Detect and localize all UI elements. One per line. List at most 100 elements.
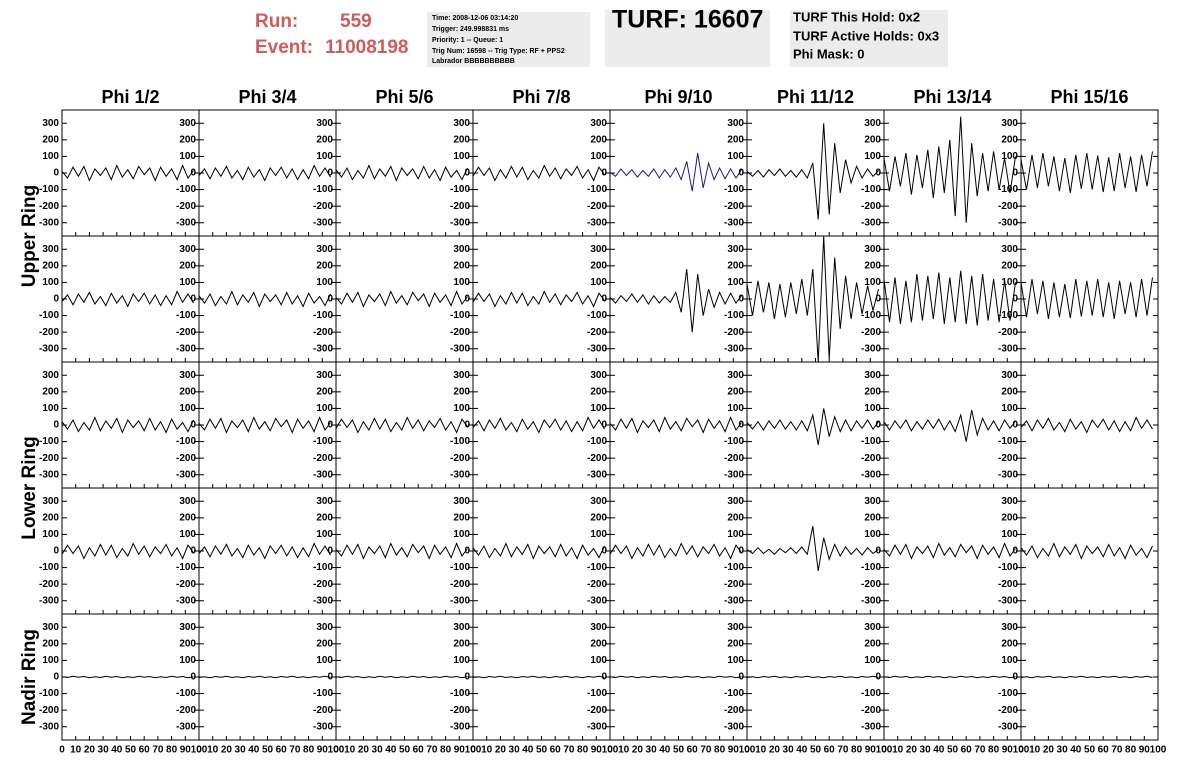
y-tick-label: 0	[875, 546, 881, 557]
x-tick-label: 50	[399, 745, 411, 756]
waveform	[198, 542, 331, 560]
turf-info: Phi Mask: 0	[793, 46, 865, 61]
column-header: Phi 1/2	[101, 87, 159, 107]
y-tick-label: -200	[998, 327, 1018, 338]
y-tick-label: 100	[316, 529, 333, 540]
y-tick-label: 200	[1001, 512, 1018, 523]
y-tick-label: 200	[179, 260, 196, 271]
y-tick-label: -200	[724, 327, 744, 338]
y-tick-label: 0	[464, 420, 470, 431]
y-tick-label: 0	[327, 168, 333, 179]
waveform	[61, 675, 194, 679]
y-tick-label: -100	[861, 562, 881, 573]
y-tick-label: -200	[724, 579, 744, 590]
y-tick-label: 300	[864, 622, 881, 633]
y-tick-label: -100	[587, 310, 607, 321]
y-tick-label: -300	[176, 721, 196, 732]
y-tick-label: -200	[861, 201, 881, 212]
y-tick-label: -100	[587, 688, 607, 699]
x-tick-label: 100	[1150, 745, 1167, 756]
turf-info: TURF Active Holds: 0x3	[793, 28, 939, 43]
y-tick-label: -300	[724, 217, 744, 228]
y-tick-label: 0	[875, 672, 881, 683]
x-tick-label: 80	[851, 745, 863, 756]
y-tick-label: 100	[453, 655, 470, 666]
y-tick-label: 200	[590, 134, 607, 145]
y-tick-label: -300	[587, 721, 607, 732]
y-tick-label: 0	[327, 546, 333, 557]
x-tick-label: 60	[1098, 745, 1110, 756]
x-tick-label: 30	[509, 745, 521, 756]
y-tick-label: -300	[313, 469, 333, 480]
x-tick-label: 10	[618, 745, 630, 756]
info-line: Trigger: 249.998831 ms	[432, 26, 509, 33]
waveform	[883, 675, 1016, 679]
y-tick-label: 200	[864, 134, 881, 145]
y-tick-label: 200	[1001, 260, 1018, 271]
y-tick-label: 0	[464, 168, 470, 179]
y-tick-label: 300	[316, 244, 333, 255]
y-tick-label: 200	[453, 512, 470, 523]
y-tick-label: 0	[53, 672, 59, 683]
y-tick-label: 100	[179, 277, 196, 288]
y-tick-label: 0	[1012, 546, 1018, 557]
x-tick-label: 10	[207, 745, 219, 756]
x-tick-label: 70	[289, 745, 301, 756]
x-tick-label: 90	[180, 745, 192, 756]
x-tick-label: 20	[1043, 745, 1055, 756]
y-tick-label: -100	[313, 184, 333, 195]
y-tick-label: -200	[176, 201, 196, 212]
x-tick-label: 60	[139, 745, 151, 756]
y-tick-label: -300	[998, 721, 1018, 732]
x-tick-label: 50	[262, 745, 274, 756]
y-tick-label: -100	[724, 184, 744, 195]
y-tick-label: 0	[190, 546, 196, 557]
y-tick-label: -200	[313, 327, 333, 338]
y-tick-label: -200	[724, 705, 744, 716]
y-tick-label: 300	[864, 244, 881, 255]
y-tick-label: 200	[179, 512, 196, 523]
y-tick-label: -200	[998, 201, 1018, 212]
y-tick-label: 200	[590, 638, 607, 649]
y-tick-label: 200	[42, 638, 59, 649]
x-tick-label: 0	[607, 745, 613, 756]
x-tick-label: 70	[152, 745, 164, 756]
x-tick-label: 30	[1057, 745, 1069, 756]
y-tick-label: -300	[176, 217, 196, 228]
y-tick-label: 300	[727, 622, 744, 633]
y-tick-label: 300	[1001, 496, 1018, 507]
x-tick-label: 70	[700, 745, 712, 756]
x-tick-label: 0	[470, 745, 476, 756]
x-tick-label: 100	[465, 745, 482, 756]
y-tick-label: -100	[998, 310, 1018, 321]
y-tick-label: 0	[464, 546, 470, 557]
x-tick-label: 70	[974, 745, 986, 756]
y-tick-label: 100	[864, 151, 881, 162]
waveform	[1020, 277, 1153, 319]
waveform	[883, 270, 1016, 326]
y-tick-label: 0	[875, 420, 881, 431]
y-tick-label: -100	[39, 436, 59, 447]
waveform	[472, 290, 605, 308]
y-tick-label: -100	[998, 688, 1018, 699]
x-tick-label: 100	[876, 745, 893, 756]
x-tick-label: 60	[961, 745, 973, 756]
y-tick-label: -300	[998, 595, 1018, 606]
x-tick-label: 90	[591, 745, 603, 756]
y-tick-label: -300	[587, 343, 607, 354]
waveform	[198, 290, 331, 308]
y-tick-label: -300	[313, 217, 333, 228]
y-tick-label: -300	[450, 721, 470, 732]
waveform	[335, 290, 468, 308]
y-tick-label: 200	[316, 386, 333, 397]
y-tick-label: 300	[179, 370, 196, 381]
y-tick-label: 300	[1001, 118, 1018, 129]
y-tick-label: 300	[727, 496, 744, 507]
y-tick-label: 100	[864, 277, 881, 288]
x-tick-label: 20	[84, 745, 96, 756]
y-tick-label: -100	[861, 184, 881, 195]
ring-label: Nadir Ring	[19, 629, 40, 725]
y-tick-label: 200	[316, 134, 333, 145]
run-label: Run:	[255, 11, 298, 32]
y-tick-label: -300	[450, 469, 470, 480]
